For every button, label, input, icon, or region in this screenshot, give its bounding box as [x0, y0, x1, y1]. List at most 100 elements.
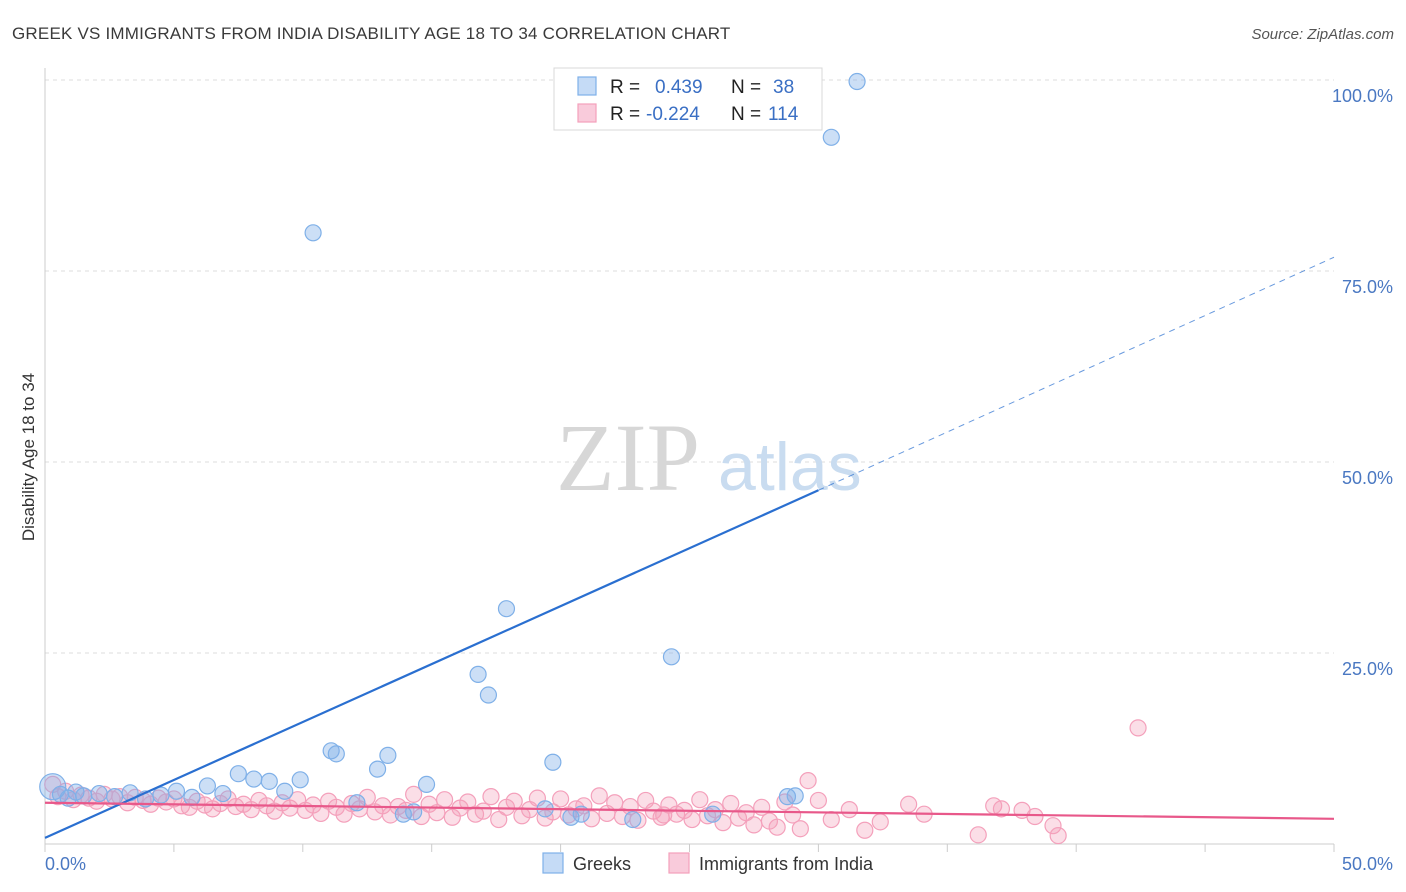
greeks-point-4 — [75, 787, 93, 805]
greeks-trend-line-projection — [818, 256, 1335, 491]
y-tick-labels: 100.0% 75.0% 50.0% 25.0% — [1332, 86, 1393, 679]
greeks-point-16 — [260, 772, 278, 790]
india-point-108 — [992, 800, 1011, 818]
india-point-86 — [706, 801, 724, 819]
legend-n-label-greeks: N = — [731, 77, 761, 98]
india-point-54 — [459, 793, 477, 811]
greeks-point-24 — [304, 224, 322, 242]
x-tick-label-1: 50.0% — [1342, 854, 1393, 874]
india-point-76 — [629, 811, 647, 829]
gridlines — [45, 79, 1334, 654]
india-point-51 — [435, 791, 454, 809]
india-point-60 — [505, 792, 523, 810]
india-point-70 — [582, 810, 601, 828]
india-point-91 — [745, 816, 763, 834]
greeks-point-41 — [848, 72, 866, 91]
greeks-point-13 — [214, 784, 232, 803]
greeks-point-15 — [245, 770, 263, 788]
y-tick-label-2: 50.0% — [1342, 468, 1393, 488]
trend-lines — [44, 256, 1335, 839]
greeks-point-12 — [198, 777, 217, 795]
legend-r-value-greeks: 0.439 — [655, 77, 703, 98]
greeks-point-0 — [39, 773, 67, 801]
india-point-58 — [490, 810, 508, 829]
greeks-trend-line — [44, 489, 819, 839]
india-point-47 — [405, 785, 423, 803]
greeks-point-28 — [469, 665, 487, 683]
chart-source: Source: ZipAtlas.com — [1251, 26, 1394, 43]
greeks-point-40 — [822, 128, 840, 146]
watermark-atlas: atlas — [718, 429, 862, 505]
india-point-100 — [822, 810, 840, 829]
india-point-83 — [683, 810, 701, 829]
series-india-points — [44, 719, 1147, 845]
legend-box — [553, 67, 823, 131]
greeks-point-35 — [624, 810, 642, 829]
series-legend: Greeks Immigrants from India — [542, 852, 874, 874]
legend-r-value-india: -0.224 — [646, 104, 700, 125]
greeks-point-18 — [291, 771, 309, 789]
india-point-71 — [590, 787, 608, 805]
india-point-106 — [969, 826, 987, 844]
greeks-point-39 — [786, 787, 804, 805]
y-tick-label-0: 100.0% — [1332, 86, 1393, 106]
greeks-point-23 — [379, 746, 397, 764]
series-greeks-points — [39, 72, 866, 829]
greeks-point-7 — [121, 784, 139, 802]
india-point-102 — [856, 821, 874, 839]
india-point-113 — [1129, 719, 1147, 737]
greeks-point-37 — [704, 805, 722, 823]
india-point-90 — [737, 804, 755, 822]
india-point-110 — [1026, 807, 1044, 826]
india-point-104 — [900, 795, 918, 813]
india-point-88 — [722, 794, 740, 813]
legend-swatch-india — [577, 103, 597, 123]
greeks-point-20 — [327, 745, 345, 763]
greeks-point-3 — [67, 783, 85, 801]
greeks-point-14 — [229, 765, 247, 783]
greeks-point-30 — [497, 600, 516, 618]
india-point-99 — [809, 791, 828, 810]
watermark-zip: ZIP — [556, 404, 700, 511]
x-tick-labels: 0.0% 50.0% — [45, 854, 1393, 874]
watermark: ZIP atlas — [556, 404, 862, 511]
bottom-legend-label-india: Immigrants from India — [699, 854, 874, 874]
legend-r-label-greeks: R = — [610, 77, 640, 98]
legend-n-value-greeks: 38 — [773, 77, 794, 98]
y-tick-label-3: 25.0% — [1342, 659, 1393, 679]
india-point-84 — [691, 791, 709, 809]
correlation-legend: R = 0.439 N = 38 R = -0.224 N = 114 — [553, 67, 823, 131]
india-point-66 — [551, 790, 570, 808]
india-point-97 — [791, 820, 809, 838]
india-point-56 — [474, 802, 492, 820]
legend-swatch-greeks — [577, 76, 597, 96]
india-point-57 — [482, 788, 500, 806]
greeks-point-21 — [348, 794, 366, 812]
greeks-point-10 — [167, 782, 186, 800]
india-point-103 — [871, 813, 889, 831]
greeks-point-11 — [183, 788, 201, 806]
greeks-point-17 — [276, 782, 294, 800]
india-point-112 — [1049, 826, 1067, 845]
bottom-legend-label-greeks: Greeks — [573, 854, 631, 874]
bottom-legend-swatch-india — [668, 852, 690, 874]
legend-n-label-india: N = — [731, 104, 761, 125]
chart-title: GREEK VS IMMIGRANTS FROM INDIA DISABILIT… — [12, 24, 731, 43]
greeks-point-6 — [106, 788, 124, 806]
india-point-94 — [768, 818, 786, 836]
y-tick-label-1: 75.0% — [1342, 277, 1393, 297]
greeks-point-32 — [544, 753, 562, 771]
legend-n-value-india: 114 — [768, 104, 799, 125]
india-point-111 — [1044, 817, 1062, 835]
india-trend-line — [44, 801, 1335, 820]
india-point-101 — [840, 801, 858, 819]
india-point-98 — [799, 771, 817, 790]
greeks-point-27 — [417, 775, 436, 794]
legend-r-label-india: R = — [610, 104, 640, 125]
greeks-point-36 — [662, 648, 681, 666]
greeks-point-29 — [479, 686, 498, 704]
greeks-point-9 — [152, 786, 170, 804]
y-axis-label: Disability Age 18 to 34 — [19, 373, 38, 541]
greeks-point-19 — [322, 742, 340, 760]
